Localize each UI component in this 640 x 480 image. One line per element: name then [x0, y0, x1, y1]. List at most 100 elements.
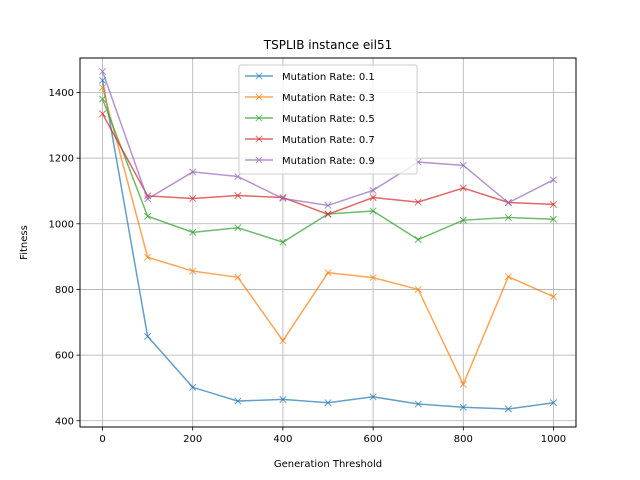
marker-stroke: [144, 253, 152, 261]
legend-label: Mutation Rate: 0.1: [282, 72, 375, 83]
marker-stroke: [549, 293, 558, 301]
y-tick-label: 800: [55, 285, 74, 296]
legend-item: Mutation Rate: 0.3: [245, 93, 375, 104]
x-tick-label: 600: [364, 434, 383, 445]
legend-label: Mutation Rate: 0.5: [282, 114, 375, 125]
marker-stroke: [255, 135, 263, 143]
marker-stroke: [144, 212, 152, 220]
data-point: [459, 403, 467, 411]
marker-stroke: [324, 201, 332, 209]
data-point: [189, 267, 197, 275]
marker-stroke: [459, 184, 467, 192]
marker-stroke: [189, 383, 197, 391]
marker-stroke: [414, 235, 422, 244]
marker-stroke: [504, 273, 512, 281]
marker-stroke: [414, 400, 422, 408]
y-tick-label: 1400: [49, 88, 74, 99]
marker-stroke: [504, 213, 512, 222]
legend-item: Mutation Rate: 0.7: [245, 135, 375, 146]
legend-item: Mutation Rate: 0.9: [245, 156, 375, 167]
legend-swatch-marker: [255, 135, 263, 143]
data-point: [279, 193, 287, 202]
marker-stroke: [369, 207, 377, 215]
data-point: [504, 405, 512, 413]
data-point: [549, 399, 558, 407]
legend-item: Mutation Rate: 0.1: [245, 72, 375, 83]
data-point: [504, 199, 512, 207]
data-point: [369, 207, 377, 215]
marker-stroke: [369, 186, 377, 194]
data-point: [234, 273, 242, 281]
data-point: [369, 186, 377, 194]
data-point: [279, 194, 287, 203]
data-point: [369, 393, 377, 401]
marker-stroke: [369, 393, 377, 401]
marker-stroke: [279, 194, 287, 203]
data-point: [459, 161, 467, 169]
data-point: [549, 215, 558, 223]
data-point: [414, 198, 422, 206]
marker-stroke: [279, 337, 287, 345]
legend-swatch-marker: [255, 93, 263, 101]
marker-stroke: [234, 273, 242, 281]
marker-stroke: [144, 332, 152, 340]
data-point: [279, 337, 287, 345]
marker-stroke: [459, 216, 467, 224]
marker-stroke: [144, 195, 152, 203]
marker-stroke: [255, 93, 263, 101]
data-point: [144, 195, 152, 203]
x-axis-label: Generation Threshold: [274, 459, 382, 470]
data-point: [549, 293, 558, 301]
data-point: [98, 95, 107, 103]
data-point: [324, 269, 332, 277]
marker-stroke: [459, 161, 467, 169]
marker-stroke: [189, 194, 197, 203]
data-point: [549, 176, 558, 184]
data-point: [144, 212, 152, 220]
data-point: [279, 395, 287, 403]
marker-stroke: [459, 403, 467, 411]
legend-label: Mutation Rate: 0.3: [282, 93, 375, 104]
marker-stroke: [279, 238, 287, 246]
marker-stroke: [98, 95, 107, 103]
plot-frame: [79, 57, 577, 428]
marker-stroke: [549, 200, 558, 208]
marker-stroke: [98, 83, 107, 92]
data-point: [549, 200, 558, 208]
marker-stroke: [144, 192, 152, 200]
marker-stroke: [414, 285, 422, 293]
data-point: [234, 397, 242, 405]
marker-stroke: [369, 193, 377, 202]
marker-stroke: [234, 172, 242, 181]
series-1: [98, 76, 558, 413]
data-point: [324, 399, 332, 407]
x-tick-label: 1000: [541, 434, 566, 445]
data-point: [144, 332, 152, 340]
legend-label: Mutation Rate: 0.7: [282, 135, 375, 146]
marker-stroke: [459, 380, 467, 388]
marker-stroke: [324, 399, 332, 407]
marker-stroke: [504, 199, 512, 207]
y-axis-label: Fitness: [19, 225, 30, 260]
marker-stroke: [234, 192, 242, 200]
marker-stroke: [549, 176, 558, 184]
data-point: [144, 253, 152, 261]
data-point: [369, 193, 377, 202]
marker-stroke: [414, 198, 422, 206]
data-point: [234, 224, 242, 232]
data-point: [459, 216, 467, 224]
data-point: [369, 274, 377, 282]
data-point: [189, 194, 197, 203]
data-point: [98, 67, 107, 76]
data-point: [98, 110, 107, 118]
legend-item: Mutation Rate: 0.5: [245, 114, 375, 125]
y-tick-label: 400: [55, 416, 74, 427]
legend-swatch-marker: [255, 72, 263, 80]
marker-stroke: [255, 114, 263, 122]
data-point: [504, 213, 512, 222]
data-point: [459, 380, 467, 388]
marker-stroke: [234, 224, 242, 232]
x-tick-label: 200: [183, 434, 202, 445]
marker-stroke: [189, 168, 197, 176]
